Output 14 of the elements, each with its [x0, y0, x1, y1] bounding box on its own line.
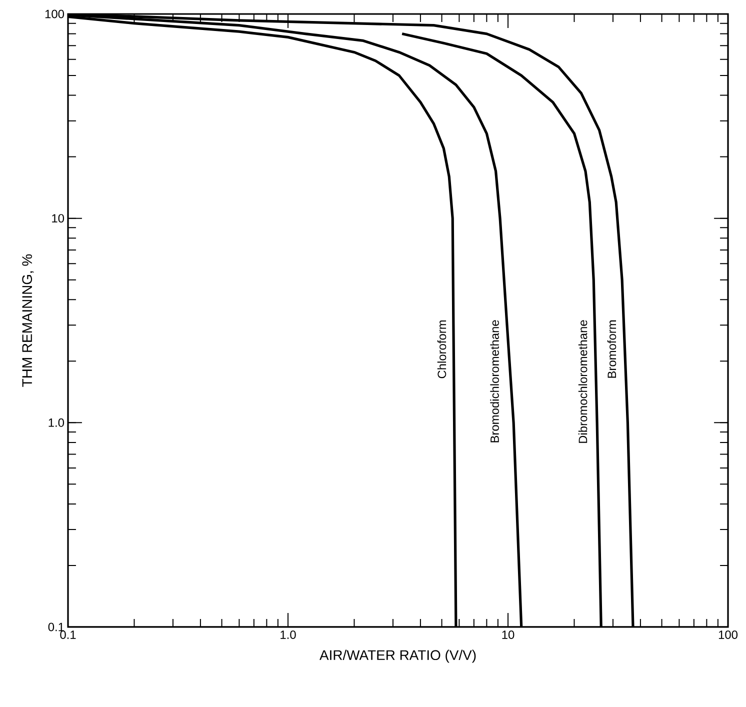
text: Bromoform — [607, 320, 616, 378]
x-tick-label: 0.1 — [60, 630, 76, 639]
text: Chloroform — [437, 320, 446, 378]
x-tick-label: 10 — [502, 630, 514, 639]
y-tick-label: 0.1 — [48, 622, 64, 632]
y-tick-label: 100 — [45, 10, 64, 18]
y-tick-label: 10 — [52, 214, 64, 223]
x-axis-title: AIR/WATER RATIO (V/V) — [320, 650, 476, 663]
text: Dibromochloromethane — [578, 320, 588, 443]
text: Bromodichloromethane — [490, 320, 499, 442]
x-tick-label: 100 — [718, 630, 738, 639]
x-tick-label: 1.0 — [280, 630, 296, 639]
y-axis-title: THM REMAINING, % — [22, 254, 34, 387]
y-tick-label: 1.0 — [48, 418, 64, 427]
